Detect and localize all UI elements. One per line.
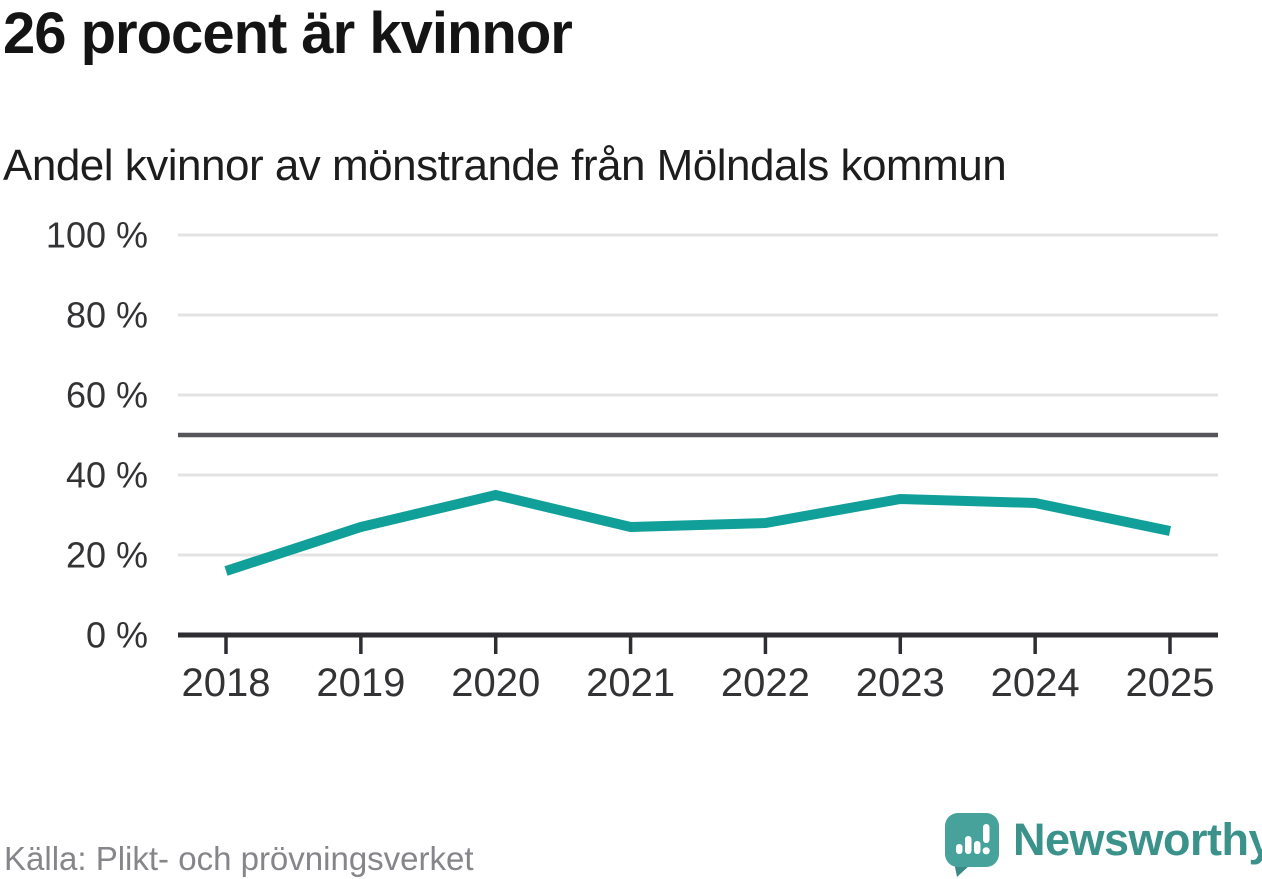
newsworthy-logo-icon [945, 813, 999, 877]
x-tick-label: 2022 [721, 661, 810, 705]
chart-title: 26 procent är kvinnor [3, 1, 573, 66]
x-tick-label: 2024 [991, 661, 1080, 705]
y-tick-label: 80 % [66, 295, 148, 336]
y-tick-label: 60 % [66, 375, 148, 416]
y-tick-label: 20 % [66, 535, 148, 576]
line-chart: 100 % 80 % 60 % 40 % 20 % 0 % 2018 2019 2020 2021… [46, 215, 1218, 705]
newsworthy-brand: Newsworthy [944, 812, 1262, 878]
x-tick-label: 2020 [451, 661, 540, 705]
y-tick-label: 0 % [86, 615, 148, 656]
x-tick-label: 2019 [316, 661, 405, 705]
series-line-andel-kvinnor [224, 489, 1172, 576]
y-tick-label: 40 % [66, 455, 148, 496]
source-note: Källa: Plikt- och prövningsverket [4, 840, 474, 877]
y-tick-label: 100 % [46, 215, 148, 256]
x-tick-label: 2025 [1126, 661, 1215, 705]
x-tick-label: 2023 [856, 661, 945, 705]
x-tick-label: 2021 [586, 661, 675, 705]
chart-subtitle: Andel kvinnor av mönstrande från Mölndal… [3, 141, 1007, 190]
newsworthy-wordmark: Newsworthy [1013, 813, 1262, 865]
x-tick-label: 2018 [182, 661, 271, 705]
